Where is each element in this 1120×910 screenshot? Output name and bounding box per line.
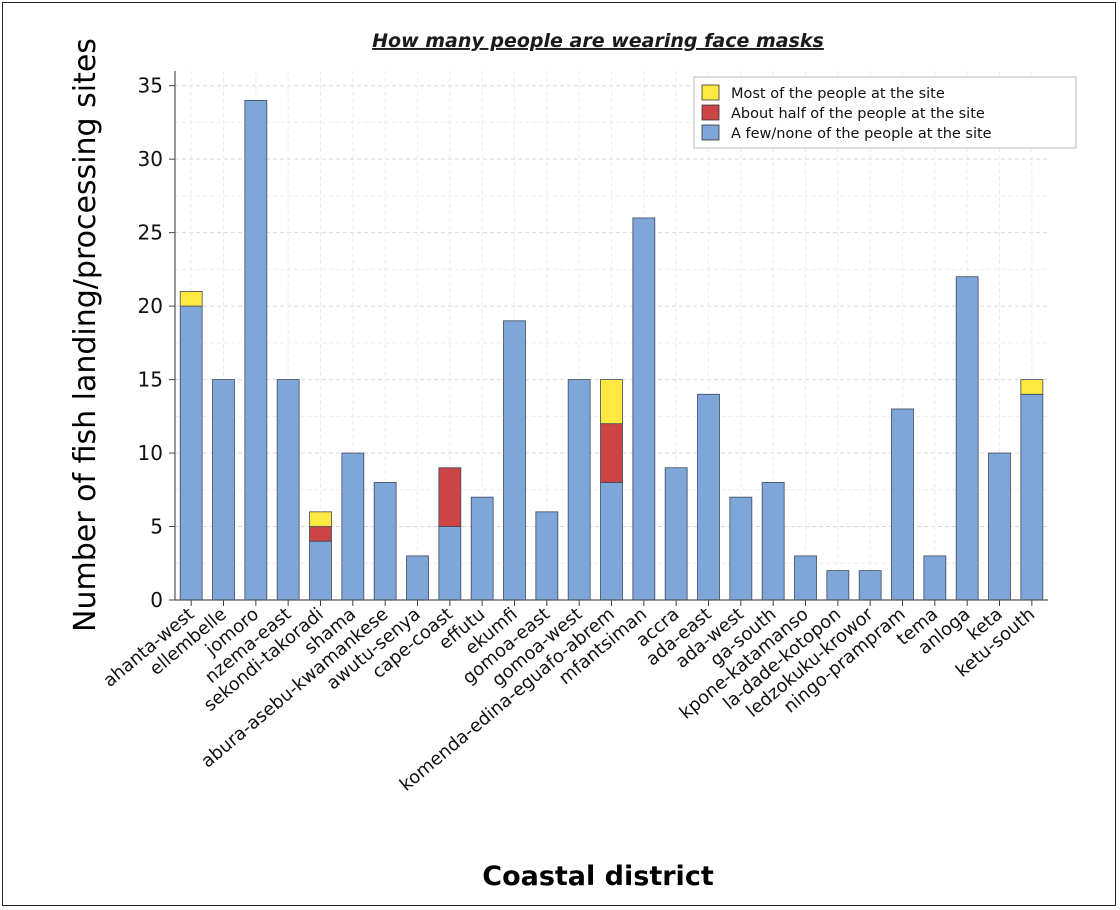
bar-segment-mfantsiman [632,217,656,601]
bar-segment-gomoa-west [567,379,591,601]
bar-segment-ada-east [697,393,720,601]
legend-swatch-most [701,84,720,101]
bar-segment-cape-coast [438,526,462,601]
chart-title: How many people are wearing face masks [372,30,824,52]
bar-segment-ada-west [729,496,753,601]
bar-segment-ketu-south [1020,393,1044,601]
bar-segment-kpone-katamanso [794,555,817,601]
y-tick-label: 0 [150,588,163,612]
bar-segment-sekondi-takoradi [309,526,332,542]
bar-segment-accra [664,467,688,601]
y-tick-label: 35 [138,74,163,98]
legend-swatch-few-none [701,124,720,141]
y-tick-label: 15 [138,368,163,392]
bar-segment-cape-coast [438,467,462,527]
bar-segment-sekondi-takoradi [309,511,332,527]
y-tick-labels: 0 5 10 15 20 25 30 35 [138,74,163,612]
bar-segment-ga-south [761,482,785,601]
bar-segment-komenda-edina-eguafo-abrem [600,423,623,483]
bar-segment-ahanta-west [179,305,203,601]
bar-segment-ketu-south [1020,379,1044,395]
axes [169,71,1048,606]
legend-label-most: Most of the people at the site [731,86,945,102]
bar-segment-shama [341,452,365,601]
bar-segment-ningo-prampram [891,408,914,601]
bar-segment-keta [988,452,1011,601]
bar-segment-ellembelle [212,379,235,601]
y-tick-label: 10 [138,441,163,465]
y-tick-label: 30 [138,147,163,171]
bar-segment-gomoa-east [535,511,559,601]
bar-segment-la-dade-kotopon [826,570,850,601]
y-tick-label: 5 [150,515,163,539]
bar-segment-awutu-senya [406,555,429,601]
bar-segment-komenda-edina-eguafo-abrem [600,482,623,601]
x-tick-labels: ahanta-westellembellejomoronzema-eastsek… [99,603,1039,795]
legend-label-few-none: A few/none of the people at the site [731,126,992,142]
bar-segment-ledzokuku-krowor [858,570,882,601]
x-axis-label: Coastal district [482,861,714,892]
y-tick-label: 25 [138,221,163,245]
legend-swatch-about-half [701,104,720,121]
bar-segment-tema [923,555,947,601]
bar-segment-abura-asebu-kwamankese [373,482,397,601]
bar-segment-effutu [470,496,494,601]
legend-box [693,76,1077,149]
bar-segment-jomoro [244,99,268,601]
bar-segment-komenda-edina-eguafo-abrem [600,379,623,425]
y-tick-label: 20 [138,294,163,318]
bar-segment-sekondi-takoradi [309,540,332,601]
bar-segment-ahanta-west [179,291,203,307]
legend: Most of the people at the site About hal… [693,76,1077,149]
bars [179,99,1044,601]
bar-segment-nzema-east [276,379,300,601]
bar-segment-ekumfi [503,320,526,601]
bar-segment-anloga [955,276,979,601]
y-axis-label: Number of fish landing/processing sites [68,38,103,632]
legend-label-about-half: About half of the people at the site [731,106,985,122]
